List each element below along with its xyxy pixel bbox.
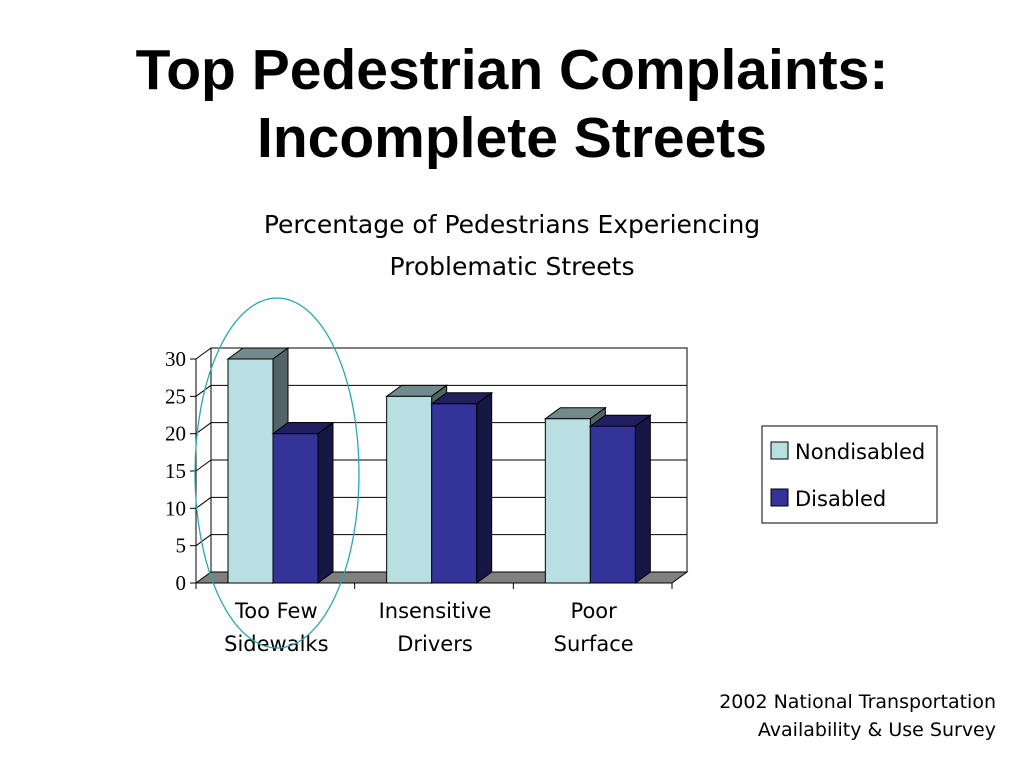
gridline-side <box>195 459 212 472</box>
source-line-2: Availability & Use Survey <box>757 719 996 741</box>
highlight-ellipse <box>194 297 360 649</box>
x-tick-label: Insensitive Drivers <box>379 599 492 656</box>
y-tick-label: 0 <box>176 571 187 595</box>
gridline-side <box>195 534 212 547</box>
source-note: 2002 National Transportation Availabilit… <box>719 688 996 744</box>
gridline-side <box>195 496 212 509</box>
bar-disabled-0 <box>271 421 335 584</box>
y-tick-label: 15 <box>165 459 186 483</box>
chart-title-line-1: Percentage of Pedestrians Experiencing <box>263 210 761 239</box>
chart-title-line-2: Problematic Streets <box>389 252 635 281</box>
legend-swatch-nondisabled <box>770 441 789 460</box>
bar-disabled-1 <box>430 391 494 584</box>
x-tick-label: Poor Surface <box>554 599 634 656</box>
y-tick-label: 10 <box>165 496 186 520</box>
y-tick-label: 30 <box>165 347 186 371</box>
chart-bars <box>226 347 652 584</box>
legend-box <box>761 425 938 524</box>
bar-side-face <box>317 421 334 584</box>
bar-front-face <box>589 425 636 584</box>
gridline-side <box>195 347 212 360</box>
bar-front-face <box>386 395 433 584</box>
bar-side-face <box>634 414 651 584</box>
legend-label-disabled: Disabled <box>795 487 886 511</box>
bar-disabled-2 <box>588 414 652 584</box>
gridline-side <box>195 422 212 435</box>
y-tick-label: 25 <box>165 384 186 408</box>
y-tick-label: 5 <box>176 534 187 558</box>
y-tick-label: 20 <box>165 422 186 446</box>
legend-swatch-disabled <box>770 488 789 507</box>
legend-label-nondisabled: Nondisabled <box>795 440 925 464</box>
bar-front-face <box>227 358 274 584</box>
source-line-1: 2002 National Transportation <box>719 691 996 713</box>
slide-title: Top Pedestrian Complaints: Incomplete St… <box>0 36 1024 172</box>
bar-nondisabled-1 <box>385 384 449 584</box>
chart-legend: Nondisabled Disabled <box>761 425 938 524</box>
x-tick-labels: Too Few Sidewalks Insensitive Drivers Poor Su… <box>224 599 634 656</box>
bar-front-face <box>544 418 591 584</box>
slide-title-line-2: Incomplete Streets <box>257 106 767 170</box>
chart-title: Percentage of Pedestrians Experiencing P… <box>0 204 1024 288</box>
slide-title-line-1: Top Pedestrian Complaints: <box>135 38 889 102</box>
bar-front-face <box>431 403 478 584</box>
gridline-side <box>195 384 212 397</box>
bar-side-face <box>476 391 493 584</box>
x-tick-label: Too Few Sidewalks <box>224 599 328 656</box>
bar-front-face <box>272 433 319 584</box>
